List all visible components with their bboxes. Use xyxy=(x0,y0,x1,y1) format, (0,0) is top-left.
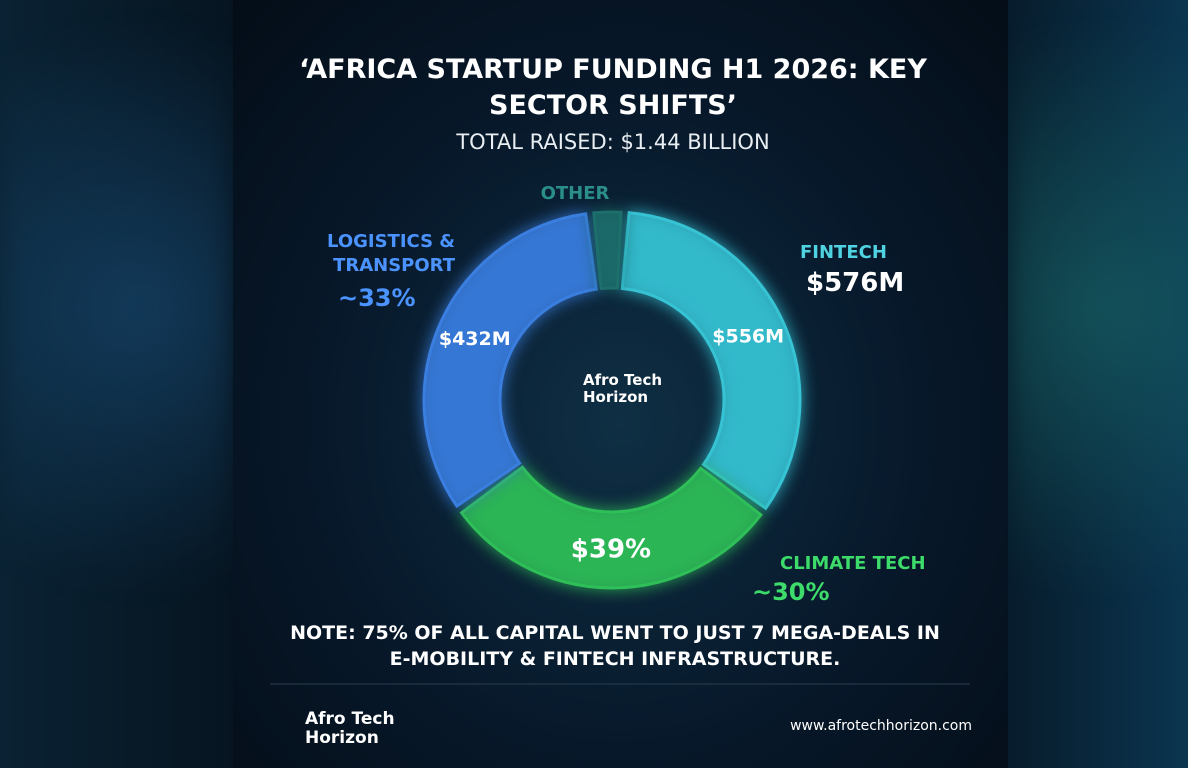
donut-segment xyxy=(422,212,599,509)
segment-label: $556M xyxy=(712,326,784,348)
category-label: OTHER xyxy=(540,183,610,204)
blurred-side xyxy=(1008,0,1188,768)
category-label: FINTECH xyxy=(800,242,887,263)
fintech-amount: $576M xyxy=(806,268,905,298)
donut-segment xyxy=(592,210,623,291)
donut-segment xyxy=(459,465,763,590)
subtitle: TOTAL RAISED: $1.44 BILLION xyxy=(456,130,770,154)
value-label: ~33% xyxy=(338,284,416,312)
segment-label: $432M xyxy=(439,328,511,350)
note: NOTE: 75% OF ALL CAPITAL WENT TO JUST 7 … xyxy=(290,622,940,670)
footer-url: www.afrotechhorizon.com xyxy=(790,718,972,734)
chart-title: ‘AFRICA STARTUP FUNDING H1 2026: KEY SEC… xyxy=(299,54,927,121)
segment-label: $39% xyxy=(571,534,651,564)
category-label: CLIMATE TECH xyxy=(780,553,926,574)
footer-brand: Afro Tech Horizon xyxy=(305,709,395,748)
blurred-side xyxy=(0,0,233,768)
center-logo: Afro Tech Horizon xyxy=(583,371,663,406)
panel xyxy=(233,0,1008,768)
category-label: LOGISTICS & TRANSPORT xyxy=(326,231,455,276)
value-label: ~30% xyxy=(752,578,830,606)
donut-segment xyxy=(620,211,802,511)
